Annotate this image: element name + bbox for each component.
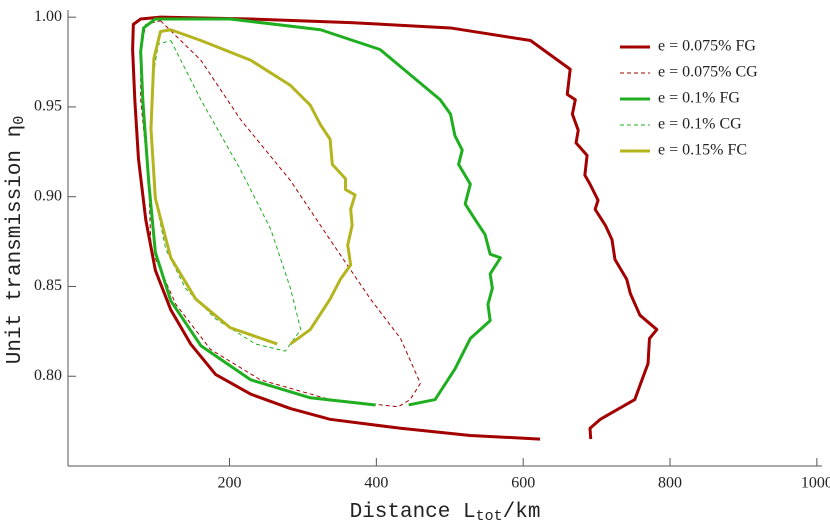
y-tick-label: 0.95 (34, 98, 62, 115)
x-axis-label: Distance Ltot/km (350, 501, 541, 525)
series-line (150, 40, 302, 352)
x-label-main: Distance L (350, 501, 476, 524)
y-label-sub: 0 (11, 116, 28, 125)
y-tick-label: 0.80 (34, 367, 62, 384)
x-label-sub: tot (476, 508, 503, 525)
series-line (140, 20, 421, 408)
legend-label: e = 0.15% FC (658, 142, 747, 159)
x-tick-label: 800 (658, 475, 682, 492)
y-axis-label: Unit transmission η0 (4, 116, 28, 364)
x-tick-label: 1000 (801, 475, 830, 492)
y-tick-label: 0.90 (34, 187, 62, 204)
y-tick-label: 0.85 (34, 277, 62, 294)
series-line (131, 15, 659, 441)
legend-label: e = 0.075% CG (658, 64, 758, 81)
x-tick-label: 200 (218, 475, 242, 492)
x-tick-label: 600 (511, 475, 535, 492)
legend-label: e = 0.075% FG (658, 38, 756, 55)
series-line (149, 28, 357, 346)
x-tick-label: 400 (364, 475, 388, 492)
y-tick-label: 1.00 (34, 8, 62, 25)
legend-label: e = 0.1% FG (658, 90, 740, 107)
series-line (139, 17, 502, 407)
legend-label: e = 0.1% CG (658, 116, 742, 133)
x-label-tail: /km (503, 501, 541, 524)
y-label-main: Unit transmission η (4, 125, 27, 364)
